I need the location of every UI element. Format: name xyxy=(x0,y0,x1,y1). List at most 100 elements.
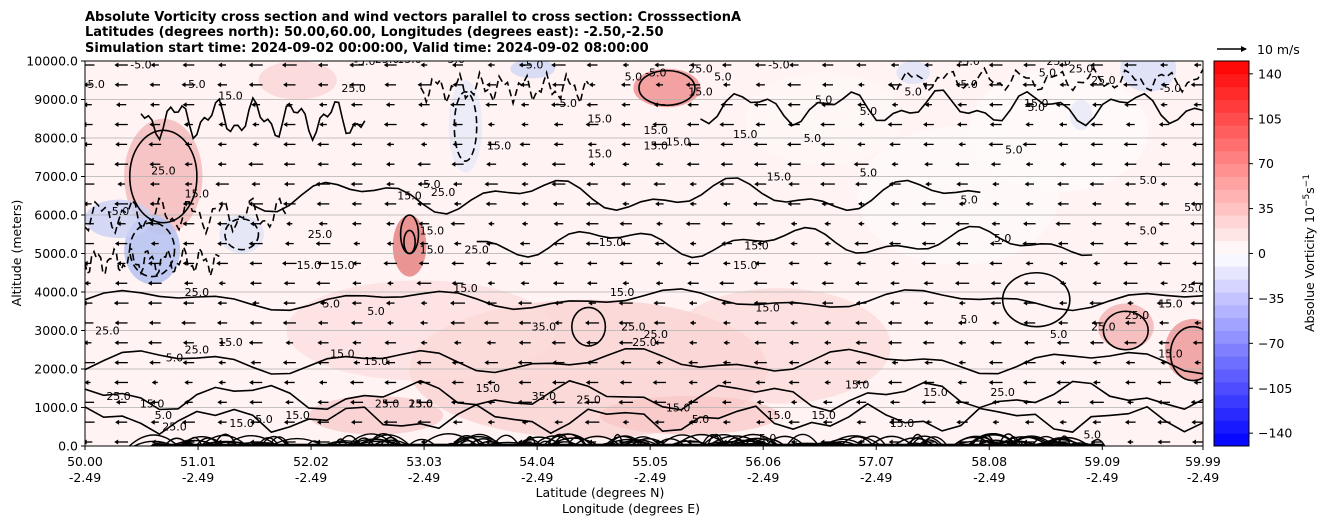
wind-vector-head xyxy=(85,82,88,88)
contour-label: 25.0 xyxy=(1046,55,1071,68)
wind-vector-head xyxy=(149,82,154,88)
wind-vector-head xyxy=(315,241,320,247)
wind-vector-head xyxy=(521,122,526,127)
wind-vector-head xyxy=(316,201,321,207)
wind-vector-head xyxy=(1194,360,1199,366)
wind-vector-head xyxy=(618,399,623,405)
wind-vector-head xyxy=(521,201,526,207)
wind-vector-head xyxy=(585,201,590,207)
wind-vector-head xyxy=(1160,62,1164,68)
wind-vector-head xyxy=(1190,241,1195,247)
wind-vector-head xyxy=(1124,419,1129,425)
wind-vector-head xyxy=(989,122,994,127)
wind-vector-head xyxy=(1022,380,1027,385)
wind-vector-head xyxy=(283,280,288,286)
contour-label: 25.0 xyxy=(688,63,713,76)
wind-vector-head xyxy=(1127,300,1132,306)
contour-line-negative xyxy=(420,69,590,107)
wind-vector-head xyxy=(1192,340,1197,346)
wind-vector-head xyxy=(453,241,458,247)
wind-vector-head xyxy=(923,300,928,306)
wind-vector-head xyxy=(888,380,892,385)
wind-vector-head xyxy=(1058,141,1063,147)
contour-label: 25.0 xyxy=(644,328,669,341)
wind-vector-head xyxy=(787,141,791,147)
wind-vector-head xyxy=(350,102,355,108)
wind-vector-head xyxy=(923,280,928,286)
wind-vector-head xyxy=(822,82,826,88)
contour-label: 5.0 xyxy=(960,193,978,206)
wind-vector-head xyxy=(721,241,726,247)
contour-label: 15.0 xyxy=(644,140,669,153)
wind-vector-head xyxy=(384,380,389,385)
wind-vector-head xyxy=(453,181,457,187)
colorbar-bands xyxy=(1214,61,1249,447)
wind-vector-head xyxy=(687,260,691,266)
wind-vector-head xyxy=(114,62,119,68)
y-tick-label: 10000.0 xyxy=(26,54,78,69)
contour-label: -5.0 xyxy=(444,53,465,66)
wind-vector-head xyxy=(888,340,892,346)
wind-vector-head xyxy=(551,181,556,187)
contour-line-negative xyxy=(85,196,288,236)
wind-vector-head xyxy=(924,161,929,167)
wind-vector-head xyxy=(283,300,288,306)
contour-label: 15.0 xyxy=(185,188,210,201)
wind-vector-head xyxy=(114,201,119,207)
x-tick-label-lon: -2.49 xyxy=(69,470,101,485)
wind-vector-head xyxy=(420,320,424,326)
wind-vector-head xyxy=(417,419,422,425)
wind-vector-head xyxy=(518,380,523,385)
contour-label: 5.0 xyxy=(367,305,385,318)
wind-vector-head xyxy=(386,241,391,247)
wind-vector-head xyxy=(1123,241,1128,247)
wind-vector-head xyxy=(552,82,557,88)
wind-vector-head xyxy=(855,380,860,385)
wind-vector-head xyxy=(824,380,829,385)
wind-vector-head xyxy=(988,380,993,385)
terrain-contour xyxy=(451,435,482,446)
colorbar-band xyxy=(1214,356,1249,370)
wind-vector-head xyxy=(689,181,694,187)
wind-vector-head xyxy=(824,221,829,227)
wind-vector-head xyxy=(652,380,657,385)
contour-label: 25.0 xyxy=(185,286,210,299)
x-tick-label-lon: -2.49 xyxy=(1187,470,1219,485)
contour-label: 15.0 xyxy=(1158,297,1183,310)
wind-vector-head xyxy=(1089,241,1094,247)
wind-vector-head xyxy=(755,380,760,385)
colorbar-ticks: 140 105 70 35 0 −35 −70 −105 −140 xyxy=(1249,66,1292,441)
x-tick-label-lat: 52.02 xyxy=(293,454,329,469)
wind-vector-head xyxy=(989,241,994,247)
contour-label: 15.0 xyxy=(218,90,243,103)
wind-vector-head xyxy=(1092,380,1097,385)
wind-vector-head xyxy=(318,62,322,68)
wind-vector-head xyxy=(85,260,88,266)
wind-vector-head xyxy=(722,320,727,326)
terrain-contour xyxy=(128,434,179,446)
wind-vector-head xyxy=(1059,300,1064,306)
wind-vector-head xyxy=(283,201,287,207)
wind-vector-head xyxy=(958,360,963,366)
wind-vector-head xyxy=(318,320,322,326)
wind-vector-head xyxy=(1059,122,1063,127)
wind-vector-head xyxy=(756,399,761,405)
wind-vector-head xyxy=(858,122,863,127)
wind-vector-head xyxy=(655,280,660,286)
wind-vector-head xyxy=(891,221,896,227)
terrain-contour xyxy=(840,436,875,446)
wind-vector-head xyxy=(1124,62,1128,68)
wind-vector-head xyxy=(990,300,995,306)
wind-vector-head xyxy=(284,181,288,187)
colorbar-band xyxy=(1214,112,1249,126)
wind-vector-head xyxy=(554,320,559,326)
contour-line xyxy=(140,96,366,143)
contour-label: 5.0 xyxy=(1039,66,1057,79)
wind-vector-head xyxy=(553,122,558,127)
colorbar-tick-label: 0 xyxy=(1258,246,1266,261)
wind-vector-head xyxy=(552,280,557,286)
wind-vector-head xyxy=(857,102,862,108)
wind-vector-head xyxy=(218,360,223,366)
terrain-contour xyxy=(379,436,402,446)
wind-vector-head xyxy=(889,419,893,425)
